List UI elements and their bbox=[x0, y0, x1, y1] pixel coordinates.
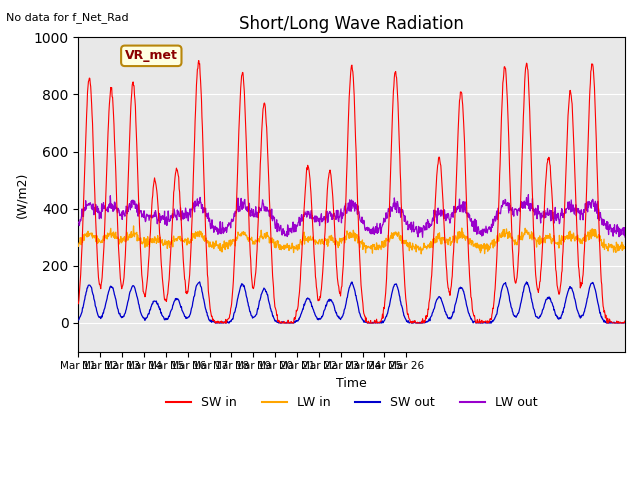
Legend: SW in, LW in, SW out, LW out: SW in, LW in, SW out, LW out bbox=[161, 391, 543, 414]
Y-axis label: (W/m2): (W/m2) bbox=[15, 171, 28, 217]
Title: Short/Long Wave Radiation: Short/Long Wave Radiation bbox=[239, 15, 464, 33]
X-axis label: Time: Time bbox=[337, 377, 367, 390]
Text: VR_met: VR_met bbox=[125, 49, 178, 62]
Text: No data for f_Net_Rad: No data for f_Net_Rad bbox=[6, 12, 129, 23]
